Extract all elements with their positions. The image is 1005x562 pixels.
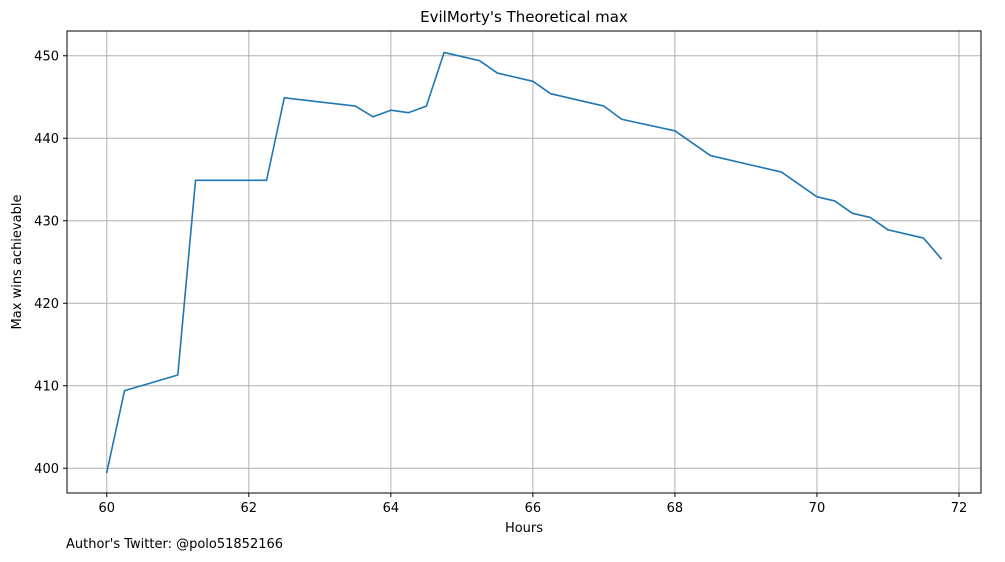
x-tick-label: 70 [809,501,826,516]
x-tick-label: 60 [98,501,115,516]
axis-ticks: 60 62 64 66 68 70 72 400 410 420 430 440 450 [34,49,967,516]
y-tick-label: 430 [34,214,59,229]
author-credit: Author's Twitter: @polo51852166 [66,537,284,552]
x-tick-label: 68 [667,501,684,516]
y-tick-label: 440 [34,132,59,147]
x-tick-label: 62 [241,501,258,516]
y-tick-label: 450 [34,49,59,64]
grid-lines [67,31,981,493]
chart-title: EvilMorty's Theoretical max [420,8,628,26]
x-tick-label: 64 [383,501,400,516]
series-layer [105,51,943,474]
series-line [105,51,943,474]
y-tick-label: 410 [34,379,59,394]
x-tick-label: 66 [525,501,542,516]
x-axis-label: Hours [505,521,543,536]
plot-frame [66,30,982,494]
y-tick-label: 420 [34,297,59,312]
x-tick-label: 72 [951,501,968,516]
y-tick-label: 400 [34,462,59,477]
y-axis-label: Max wins achievable [10,195,25,330]
